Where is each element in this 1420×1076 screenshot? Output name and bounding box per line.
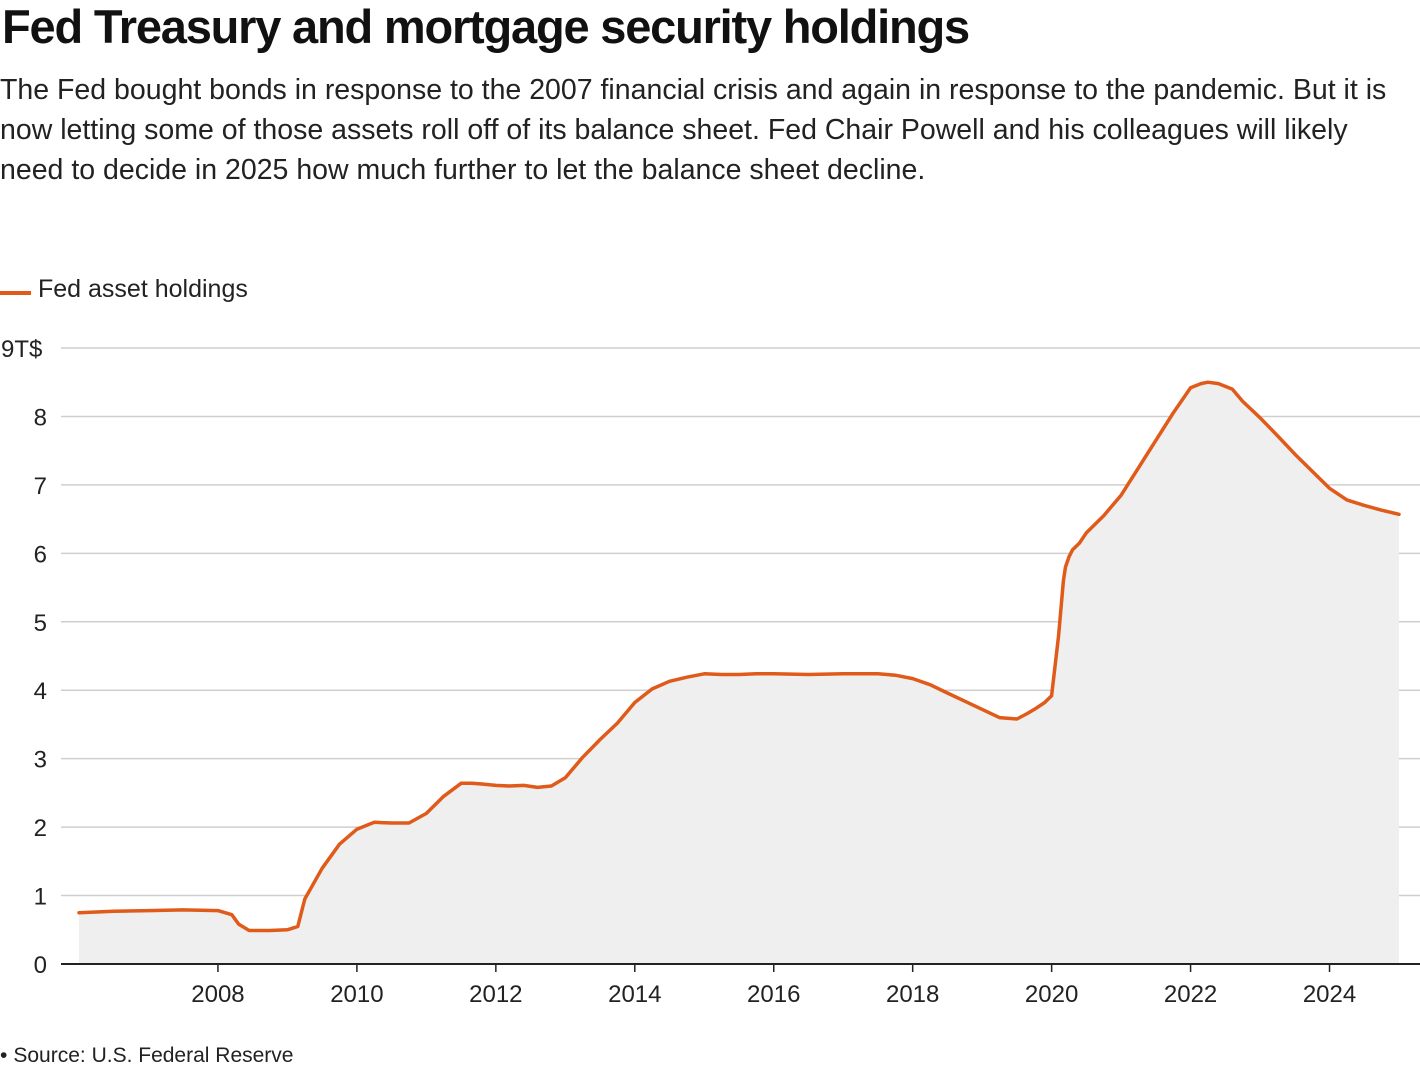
y-tick-label: 4 (34, 678, 47, 705)
series-area (79, 382, 1399, 964)
y-tick-label: 6 (34, 541, 47, 568)
legend-swatch (0, 291, 31, 295)
x-tick-label: 2014 (608, 981, 661, 1008)
x-tick-label: 2020 (1025, 981, 1078, 1008)
axes: 0 1 2 3 4 5 6 7 8 9T$ 2008 2010 2012 2014 2016 2018 2020… (1, 336, 1420, 1008)
x-tick-label: 2016 (747, 981, 800, 1008)
source-note: • Source: U.S. Federal Reserve (0, 1044, 293, 1068)
chart-subtitle: The Fed bought bonds in response to the … (0, 74, 1387, 186)
series-line-fed-asset-holdings (77, 380, 1401, 933)
y-tick-label: 9T$ (1, 336, 42, 363)
y-tick-label: 5 (34, 610, 47, 637)
y-tick-label: 7 (34, 473, 47, 500)
area-layer (79, 382, 1399, 964)
x-tick-label: 2012 (469, 981, 522, 1008)
x-tick-label: 2018 (886, 981, 939, 1008)
y-tick-label: 0 (34, 952, 47, 979)
chart-title: Fed Treasury and mortgage security holdi… (2, 0, 970, 53)
bullet-icon: • (0, 1044, 8, 1067)
y-tick-label: 1 (34, 884, 47, 911)
gridlines (61, 347, 1420, 897)
y-tick-label: 8 (34, 404, 47, 431)
y-tick-label: 3 (34, 747, 47, 774)
x-tick-label: 2024 (1303, 981, 1356, 1008)
source-text: Source: U.S. Federal Reserve (13, 1044, 294, 1067)
x-tick-label: 2008 (191, 981, 244, 1008)
legend: Fed asset holdings (0, 272, 248, 306)
line-layer (77, 380, 1401, 933)
y-tick-label: 2 (34, 815, 47, 842)
legend-label: Fed asset holdings (38, 274, 248, 303)
x-tick-label: 2010 (330, 981, 383, 1008)
x-tick-label: 2022 (1164, 981, 1217, 1008)
line-chart: 0 1 2 3 4 5 6 7 8 9T$ 2008 2010 2012 2014 2016 2018 2020… (1, 336, 1420, 1008)
